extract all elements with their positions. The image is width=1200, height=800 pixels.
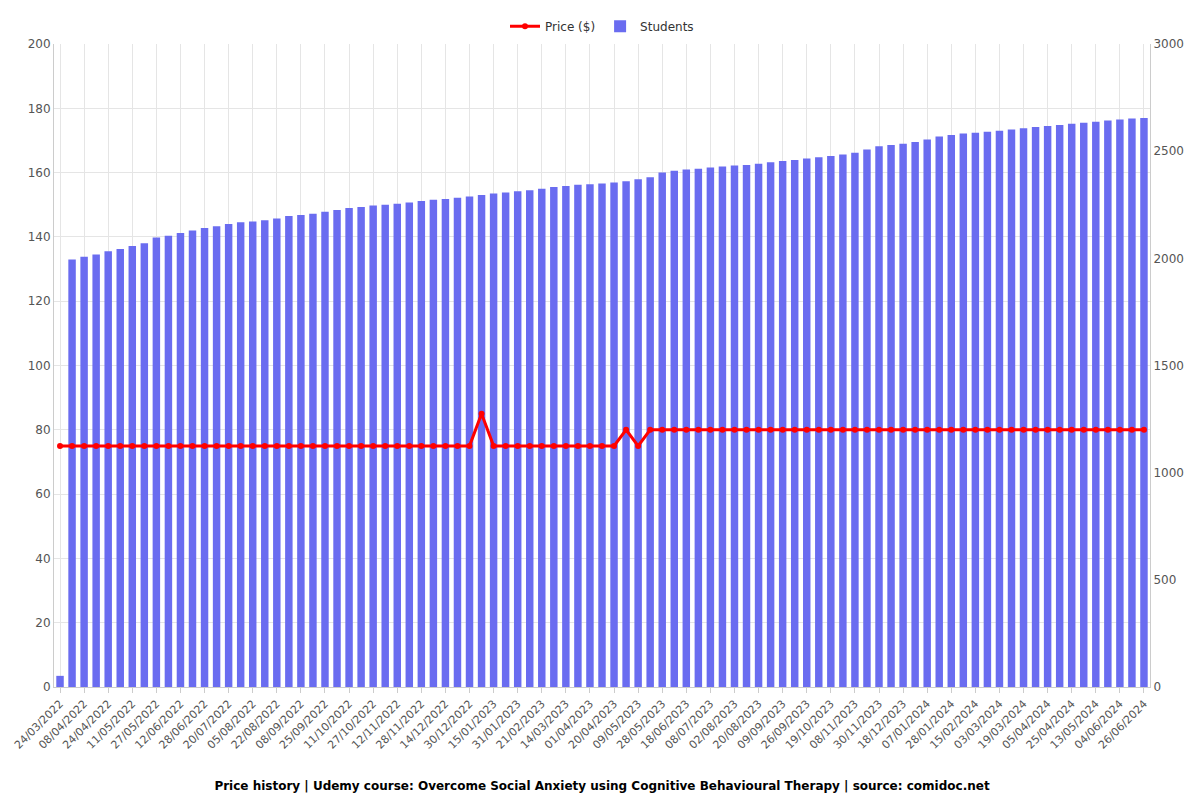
- svg-text:26/06/2024: 26/06/2024: [1096, 698, 1150, 752]
- svg-text:13/05/2024: 13/05/2024: [1048, 698, 1102, 752]
- svg-text:18/06/2023: 18/06/2023: [638, 698, 692, 752]
- svg-text:20: 20: [35, 616, 50, 630]
- svg-text:12/11/2022: 12/11/2022: [349, 698, 403, 752]
- svg-text:160: 160: [28, 166, 51, 180]
- svg-text:500: 500: [1153, 573, 1176, 587]
- svg-text:28/01/2024: 28/01/2024: [903, 698, 957, 752]
- svg-text:08/07/2023: 08/07/2023: [662, 698, 716, 752]
- svg-text:04/06/2024: 04/06/2024: [1072, 698, 1126, 752]
- svg-text:11/05/2022: 11/05/2022: [84, 698, 138, 752]
- svg-text:60: 60: [35, 487, 50, 501]
- svg-text:07/01/2024: 07/01/2024: [879, 698, 933, 752]
- svg-text:02/08/2023: 02/08/2023: [686, 698, 740, 752]
- svg-text:24/03/2022: 24/03/2022: [12, 698, 66, 752]
- svg-text:15/02/2024: 15/02/2024: [927, 698, 981, 752]
- svg-text:3000: 3000: [1153, 37, 1184, 51]
- svg-text:22/08/2022: 22/08/2022: [229, 698, 283, 752]
- svg-text:15/01/2023: 15/01/2023: [446, 698, 500, 752]
- svg-text:2000: 2000: [1153, 252, 1184, 266]
- svg-text:180: 180: [28, 102, 51, 116]
- svg-text:09/09/2023: 09/09/2023: [735, 698, 789, 752]
- svg-text:05/04/2024: 05/04/2024: [1000, 698, 1054, 752]
- svg-text:200: 200: [28, 37, 51, 51]
- svg-text:120: 120: [28, 294, 51, 308]
- svg-text:40: 40: [35, 552, 50, 566]
- svg-text:80: 80: [35, 423, 50, 437]
- svg-text:27/10/2022: 27/10/2022: [325, 698, 379, 752]
- svg-text:01/04/2023: 01/04/2023: [542, 698, 596, 752]
- svg-text:14/12/2022: 14/12/2022: [397, 698, 451, 752]
- svg-text:2500: 2500: [1153, 144, 1184, 158]
- svg-text:03/03/2024: 03/03/2024: [951, 698, 1005, 752]
- svg-text:08/11/2023: 08/11/2023: [807, 698, 861, 752]
- svg-text:28/06/2022: 28/06/2022: [157, 698, 211, 752]
- svg-text:14/03/2023: 14/03/2023: [518, 698, 572, 752]
- svg-text:100: 100: [28, 359, 51, 373]
- svg-text:11/10/2022: 11/10/2022: [301, 698, 355, 752]
- svg-text:28/05/2023: 28/05/2023: [614, 698, 668, 752]
- svg-text:Price history | Udemy course:: Price history | Udemy course: Overcome S…: [214, 779, 990, 793]
- svg-text:08/04/2022: 08/04/2022: [36, 698, 90, 752]
- svg-text:19/03/2024: 19/03/2024: [976, 698, 1030, 752]
- svg-text:140: 140: [28, 230, 51, 244]
- svg-text:1000: 1000: [1153, 466, 1184, 480]
- svg-text:20/07/2022: 20/07/2022: [181, 698, 235, 752]
- svg-text:18/12/2023: 18/12/2023: [855, 698, 909, 752]
- svg-text:26/09/2023: 26/09/2023: [759, 698, 813, 752]
- svg-text:25/04/2024: 25/04/2024: [1024, 698, 1078, 752]
- svg-text:27/05/2022: 27/05/2022: [108, 698, 162, 752]
- svg-text:12/06/2022: 12/06/2022: [132, 698, 186, 752]
- svg-text:05/08/2022: 05/08/2022: [205, 698, 259, 752]
- svg-text:21/02/2023: 21/02/2023: [494, 698, 548, 752]
- svg-text:28/11/2022: 28/11/2022: [373, 698, 427, 752]
- svg-text:08/09/2022: 08/09/2022: [253, 698, 307, 752]
- svg-text:0: 0: [1153, 680, 1161, 694]
- svg-text:Students: Students: [640, 20, 694, 34]
- svg-text:1500: 1500: [1153, 359, 1184, 373]
- svg-text:31/01/2023: 31/01/2023: [470, 698, 524, 752]
- svg-text:24/04/2022: 24/04/2022: [60, 698, 114, 752]
- svg-text:20/04/2023: 20/04/2023: [566, 698, 620, 752]
- svg-text:30/11/2023: 30/11/2023: [831, 698, 885, 752]
- svg-text:19/10/2023: 19/10/2023: [783, 698, 837, 752]
- svg-text:09/05/2023: 09/05/2023: [590, 698, 644, 752]
- svg-text:0: 0: [43, 680, 51, 694]
- svg-text:20/08/2023: 20/08/2023: [711, 698, 765, 752]
- svg-text:Price ($): Price ($): [545, 20, 595, 34]
- svg-text:25/09/2022: 25/09/2022: [277, 698, 331, 752]
- svg-text:30/12/2022: 30/12/2022: [422, 698, 476, 752]
